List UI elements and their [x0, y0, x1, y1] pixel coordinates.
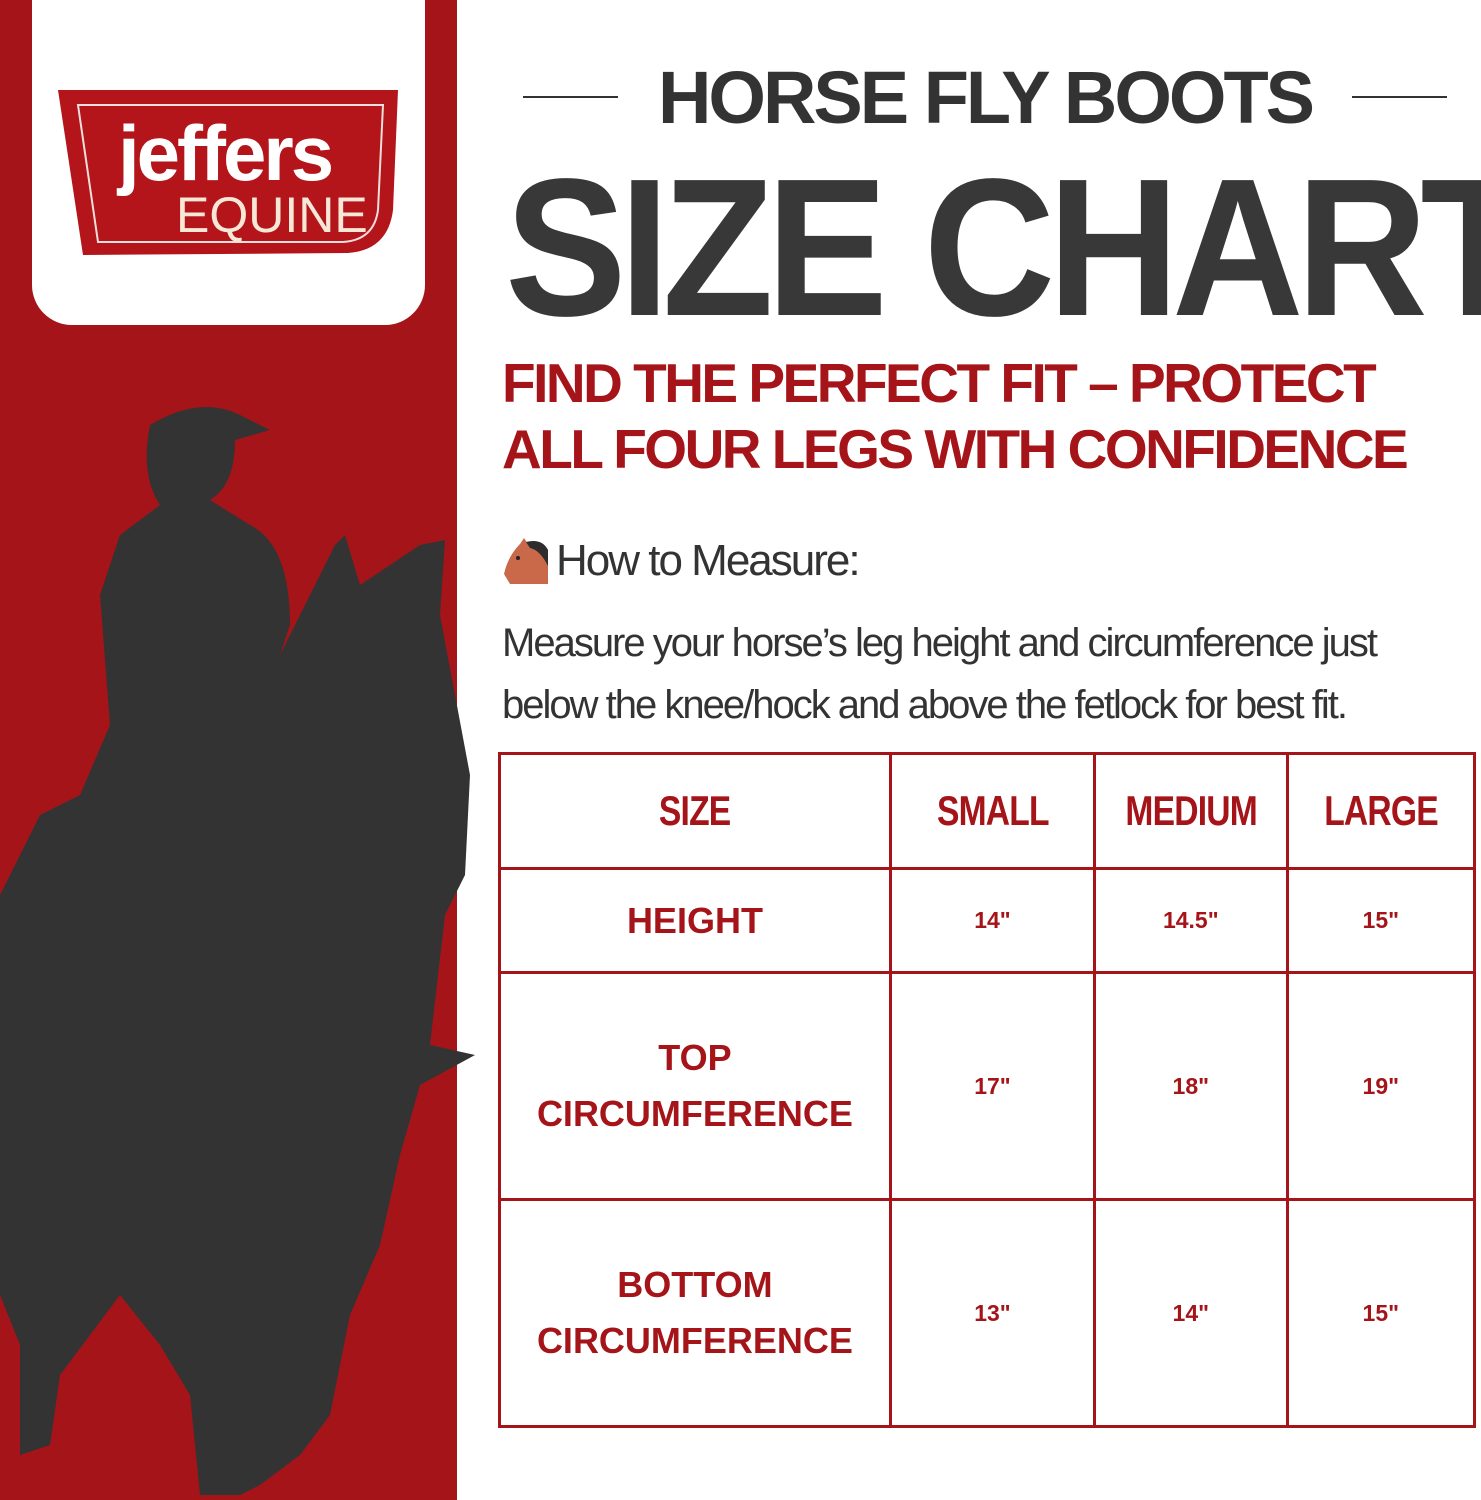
logo-card: jeffers EQUINE [32, 0, 425, 325]
cell-value: 18" [1092, 971, 1289, 1201]
divider-right [1352, 96, 1448, 98]
table-row: HEIGHT 14" 14.5" 15" [498, 867, 1477, 974]
red-side-panel: jeffers EQUINE [0, 0, 475, 1500]
table-row: BOTTOM CIRCUMFERENCE 13" 14" 15" [498, 1198, 1477, 1428]
svg-text:EQUINE: EQUINE [176, 187, 368, 243]
size-table: SIZE SMALL MEDIUM LARGE HEIGHT 14" 14.5"… [498, 752, 1477, 1428]
product-subtitle: HORSE FLY BOOTS [510, 52, 1460, 142]
svg-text:jeffers: jeffers [116, 109, 332, 197]
cell-value: 14" [1092, 1198, 1289, 1428]
header-size: SIZE [498, 752, 892, 870]
header-large: LARGE [1285, 752, 1477, 870]
cell-value: 15" [1285, 1198, 1477, 1428]
header-small: SMALL [888, 752, 1096, 870]
how-to-measure-heading: How to Measure: [500, 536, 861, 586]
horse-rider-silhouette [0, 407, 475, 1495]
how-to-measure-label: How to Measure: [556, 536, 861, 585]
row-label-bottom-circumference: BOTTOM CIRCUMFERENCE [498, 1198, 892, 1428]
header-medium: MEDIUM [1092, 752, 1289, 870]
divider-left [522, 96, 618, 98]
tagline: FIND THE PERFECT FIT – PROTECT ALL FOUR … [502, 352, 1409, 480]
cell-value: 14" [888, 867, 1096, 974]
horse-face-icon [504, 538, 548, 584]
cell-value: 19" [1285, 971, 1477, 1201]
cell-value: 13" [888, 1198, 1096, 1428]
table-row: TOP CIRCUMFERENCE 17" 18" 19" [498, 971, 1477, 1201]
cell-value: 17" [888, 971, 1096, 1201]
subtitle-text: HORSE FLY BOOTS [657, 55, 1315, 139]
cell-value: 14.5" [1092, 867, 1289, 974]
table-header-row: SIZE SMALL MEDIUM LARGE [498, 752, 1477, 870]
page-title: SIZE CHART [505, 138, 1481, 357]
jeffers-equine-logo: jeffers EQUINE [58, 90, 398, 255]
cell-value: 15" [1285, 867, 1477, 974]
row-label-height: HEIGHT [498, 867, 892, 974]
measure-instructions: Measure your horse’s leg height and circ… [502, 621, 1378, 727]
row-label-top-circumference: TOP CIRCUMFERENCE [498, 971, 892, 1201]
